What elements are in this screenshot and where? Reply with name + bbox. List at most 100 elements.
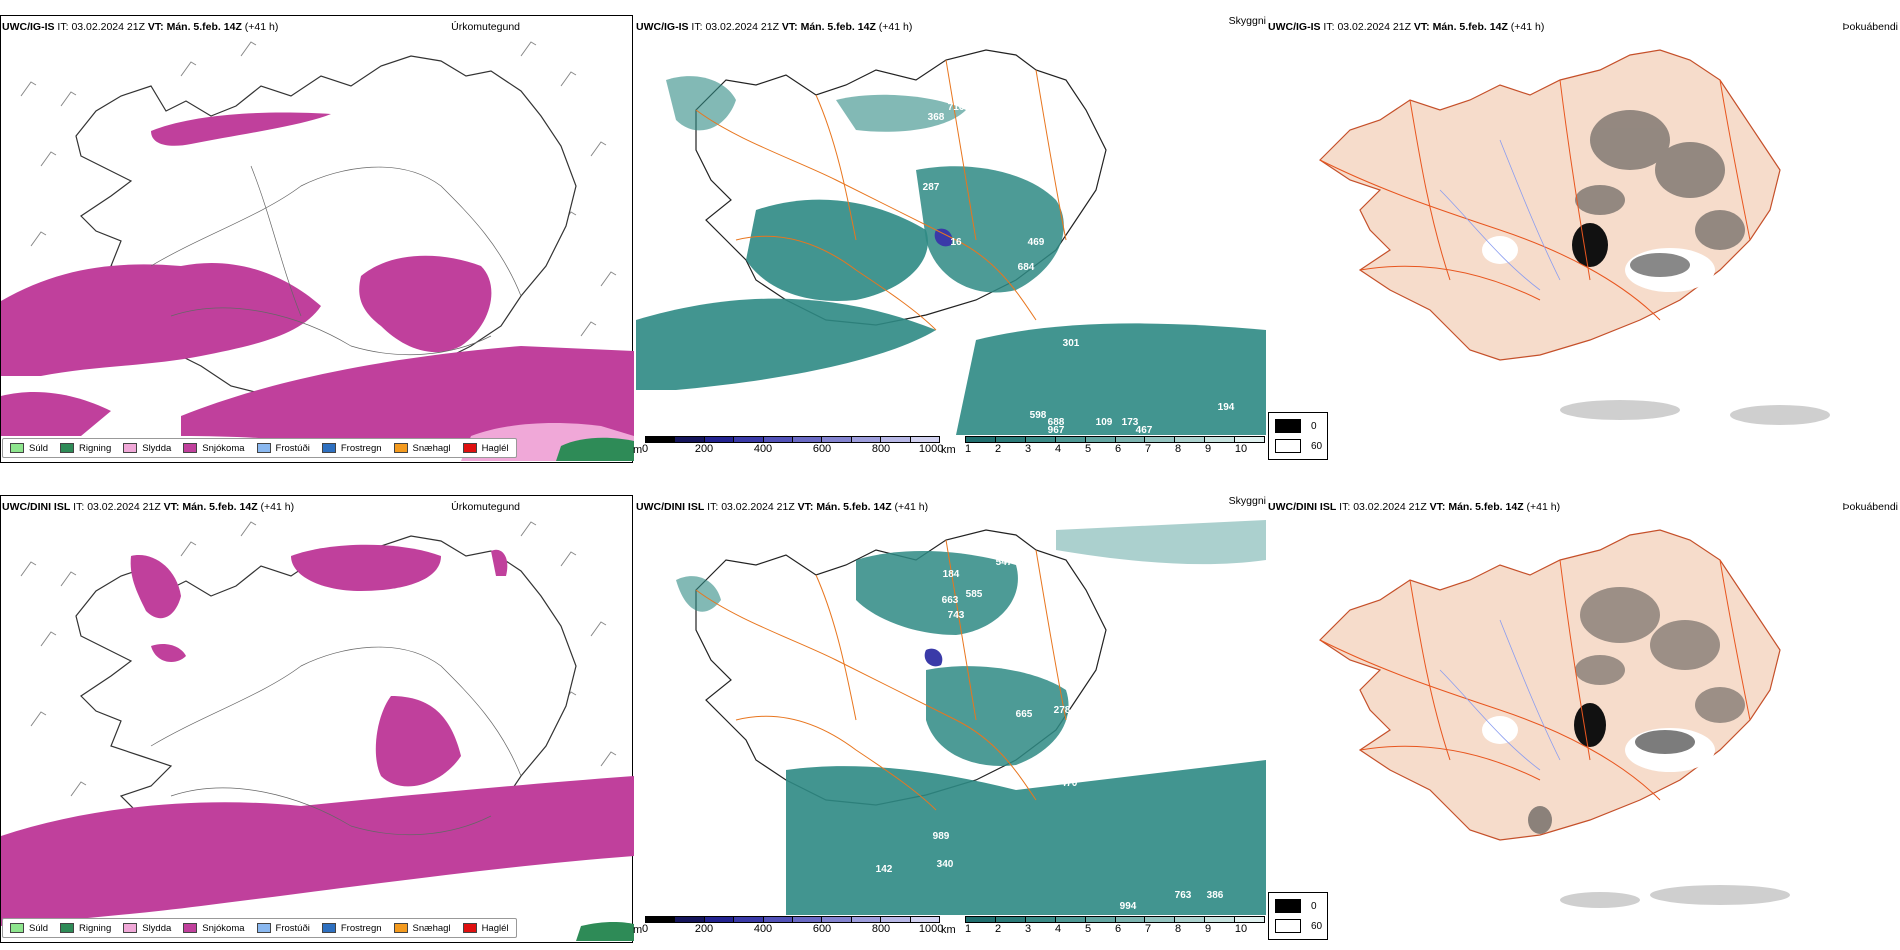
legend-swatch bbox=[393, 923, 408, 933]
tick-label: 0 bbox=[641, 443, 649, 455]
vis-label: 426 bbox=[1120, 259, 1137, 270]
vis-unit: km bbox=[941, 444, 956, 456]
tick-label: 5 bbox=[1084, 923, 1092, 935]
legend-item: Snjókoma bbox=[183, 923, 245, 934]
legend-item: Frostúði bbox=[256, 923, 310, 934]
vis-label: 684 bbox=[1018, 262, 1035, 273]
fog-swatch bbox=[1275, 439, 1301, 453]
legend-item: Rigning bbox=[60, 923, 111, 934]
fog-label: 60 bbox=[1311, 920, 1323, 932]
row1-title-vis: Skyggni bbox=[1228, 15, 1266, 27]
vis-label: 671 bbox=[980, 114, 997, 125]
row1-precip-map bbox=[0, 15, 634, 463]
vis-label: 194 bbox=[1218, 402, 1235, 413]
tick-label: 800 bbox=[871, 443, 891, 455]
legend-item: Snjókoma bbox=[183, 443, 245, 454]
tick-label: 200 bbox=[694, 443, 714, 455]
height-unit: m bbox=[633, 924, 643, 936]
vis-label: 16 bbox=[950, 237, 962, 248]
row1-title-fog: Þokuábendi bbox=[1842, 21, 1898, 33]
row2-title-fog: Þokuábendi bbox=[1842, 501, 1898, 513]
vis-label: 386 bbox=[1207, 890, 1224, 901]
row2-fog-map bbox=[1300, 520, 1860, 915]
legend-swatch bbox=[123, 443, 138, 453]
legend-item: Rigning bbox=[60, 443, 111, 454]
fog-label: 60 bbox=[1311, 440, 1323, 452]
fog-label: 0 bbox=[1311, 900, 1317, 912]
row1-header-fog: UWC/IG-IS IT: 03.02.2024 21Z VT: Mán. 5.… bbox=[1268, 21, 1545, 33]
tick-label: 1 bbox=[964, 443, 972, 455]
legend-swatch bbox=[462, 923, 477, 933]
vis-label: 743 bbox=[948, 610, 965, 621]
vis-label: 470 bbox=[1061, 778, 1078, 789]
vis-label: 967 bbox=[1048, 425, 1065, 436]
tick-label: 600 bbox=[812, 923, 832, 935]
vis-label: 994 bbox=[1120, 901, 1137, 912]
legend-swatch bbox=[321, 443, 336, 453]
vis-label: 213 bbox=[905, 384, 922, 395]
tick-label: 4 bbox=[1054, 923, 1062, 935]
legend-item: Frostúði bbox=[256, 443, 310, 454]
snow-area-east bbox=[359, 255, 492, 353]
legend-swatch bbox=[183, 443, 198, 453]
legend-swatch bbox=[393, 443, 408, 453]
vis-label: 184 bbox=[943, 569, 960, 580]
row1-title-precip: Úrkomutegund bbox=[451, 21, 520, 33]
rain-area bbox=[556, 437, 634, 461]
legend-item: Frostregn bbox=[321, 443, 382, 454]
vis-label: 469 bbox=[1028, 237, 1045, 248]
tick-label: 600 bbox=[812, 443, 832, 455]
tick-label: 5 bbox=[1084, 443, 1092, 455]
fog-swatch bbox=[1275, 919, 1301, 933]
tick-label: 800 bbox=[871, 923, 891, 935]
row2-title-precip: Úrkomutegund bbox=[451, 501, 520, 513]
tick-label: 400 bbox=[753, 923, 773, 935]
row1-precip-legend: Súld Rigning Slydda Snjókoma Frostúði Fr… bbox=[2, 438, 517, 458]
tick-label: 6 bbox=[1114, 923, 1122, 935]
tick-label: 1000 bbox=[918, 443, 944, 455]
vis-label: 688 bbox=[1048, 417, 1065, 428]
row1-header-vis: UWC/IG-IS IT: 03.02.2024 21Z VT: Mán. 5.… bbox=[636, 21, 913, 33]
legend-swatch bbox=[321, 923, 336, 933]
legend-item: Súld bbox=[10, 923, 48, 934]
vis-label: 547 bbox=[996, 557, 1013, 568]
row1-height-colorbar: m 0 200 400 600 800 1000 bbox=[633, 436, 944, 457]
vis-label: 585 bbox=[966, 589, 983, 600]
tick-label: 400 bbox=[753, 443, 773, 455]
row1-vis-colorbar: km 1 2 3 4 5 6 7 8 9 10 bbox=[941, 436, 1265, 457]
height-unit: m bbox=[633, 444, 643, 456]
tick-label: 3 bbox=[1024, 443, 1032, 455]
row2-precip-map bbox=[0, 495, 634, 943]
vis-label: 353 bbox=[1058, 259, 1075, 270]
row2-height-colorbar: m 0 200 400 600 800 1000 bbox=[633, 916, 943, 937]
vis-bar-cells bbox=[965, 436, 1265, 443]
tick-label: 4 bbox=[1054, 443, 1062, 455]
row2-fog-legend: 0 60 bbox=[1268, 892, 1328, 940]
vis-label: 368 bbox=[928, 112, 945, 123]
snow-area-west bbox=[1, 262, 321, 376]
legend-swatch bbox=[60, 923, 75, 933]
row1-fog-legend: 0 60 bbox=[1268, 412, 1328, 460]
snow-area-north bbox=[151, 112, 331, 146]
tick-label: 7 bbox=[1144, 923, 1152, 935]
row1-fog-map bbox=[1300, 40, 1860, 435]
tick-label: 10 bbox=[1234, 443, 1248, 455]
vis-unit: km bbox=[941, 924, 956, 936]
tick-label: 3 bbox=[1024, 923, 1032, 935]
tick-label: 2 bbox=[994, 443, 1002, 455]
legend-swatch bbox=[123, 923, 138, 933]
legend-swatch bbox=[10, 923, 24, 933]
vis-label: 173 bbox=[1122, 417, 1139, 428]
height-bar-cells bbox=[645, 436, 940, 443]
legend-item: Snæhagl bbox=[393, 443, 451, 454]
snow-area-southwest bbox=[1, 391, 111, 436]
vis-label: 665 bbox=[1016, 709, 1033, 720]
legend-item: Haglél bbox=[462, 923, 509, 934]
legend-item: Súld bbox=[10, 443, 48, 454]
tick-label: 9 bbox=[1204, 923, 1212, 935]
row2-vis-map: 184 547 663 585 743 161 665 278 696 470 … bbox=[636, 520, 1266, 915]
vis-label: 989 bbox=[933, 831, 950, 842]
tick-label: 8 bbox=[1174, 443, 1182, 455]
legend-swatch bbox=[10, 443, 24, 453]
vis-label: 696 bbox=[1117, 707, 1134, 718]
